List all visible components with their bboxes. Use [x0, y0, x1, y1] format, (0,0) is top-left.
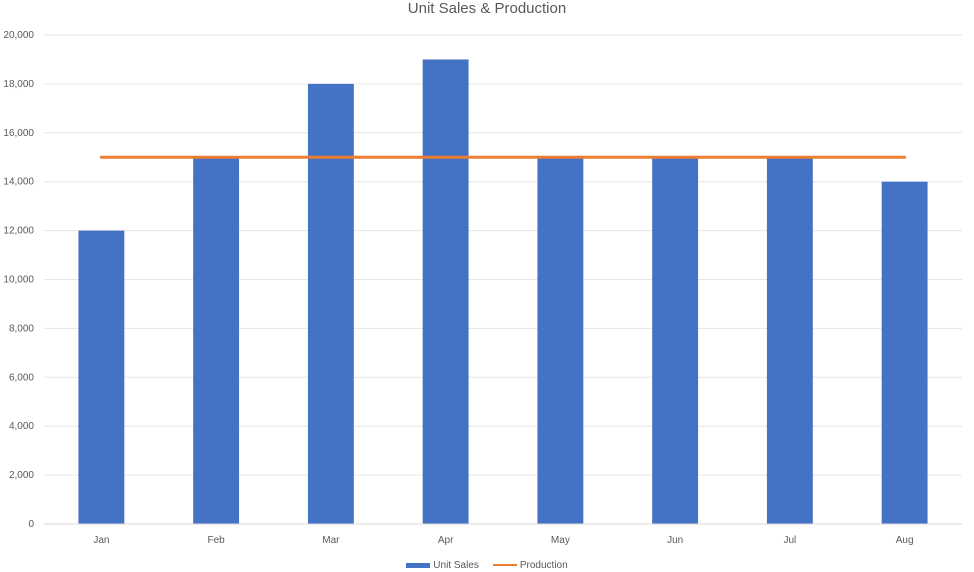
legend-swatch-unit-sales: [406, 562, 431, 568]
y-tick-label: 10,000: [3, 275, 34, 286]
bar-feb: [193, 157, 240, 524]
legend-label-unit-sales: Unit Sales: [433, 559, 479, 571]
y-tick-label: 20,000: [3, 30, 34, 41]
x-tick-label: Jul: [783, 535, 796, 546]
bar-aug: [881, 181, 928, 524]
y-tick-label: 18,000: [3, 79, 34, 90]
chart-title: Unit Sales & Production: [407, 0, 567, 17]
y-tick-label: 16,000: [3, 128, 34, 139]
x-tick-label: Apr: [438, 535, 454, 546]
legend-item-unit-sales: Unit Sales: [406, 560, 479, 571]
legend-swatch-production: [492, 564, 517, 566]
legend-label-production: Production: [519, 559, 568, 571]
bar-mar: [307, 83, 354, 525]
y-axis-ticks: 0 2,000 4,000 6,000 8,000 10,000 12,000 14,000 1…: [3, 30, 34, 530]
gridlines: [44, 34, 962, 476]
bar-jul: [766, 157, 813, 524]
chart-canvas: 0 2,000 4,000 6,000 8,000 10,000 12,000 14,000 1…: [3, 30, 962, 546]
bar-jun: [652, 157, 699, 524]
y-tick-label: 12,000: [3, 226, 34, 237]
bar-jan: [78, 230, 125, 524]
legend: Unit Sales Production: [0, 558, 974, 572]
y-tick-label: 0: [28, 519, 34, 530]
legend-item-production: Production: [492, 559, 568, 571]
y-tick-label: 8,000: [9, 323, 34, 334]
bar-apr: [422, 59, 469, 524]
x-tick-label: May: [551, 535, 570, 546]
y-tick-label: 4,000: [9, 421, 34, 432]
x-tick-label: Feb: [208, 535, 226, 546]
x-tick-label: Aug: [896, 535, 914, 546]
x-tick-label: Jan: [93, 535, 109, 546]
y-tick-label: 6,000: [9, 372, 34, 383]
bar-may: [537, 157, 584, 524]
y-tick-label: 14,000: [3, 177, 34, 188]
bar-series: [78, 59, 928, 525]
x-tick-label: Mar: [322, 535, 340, 546]
x-tick-label: Jun: [667, 535, 683, 546]
x-axis-ticks: Jan Feb Mar Apr May Jun Jul Aug: [93, 535, 913, 546]
y-tick-label: 2,000: [9, 470, 34, 481]
